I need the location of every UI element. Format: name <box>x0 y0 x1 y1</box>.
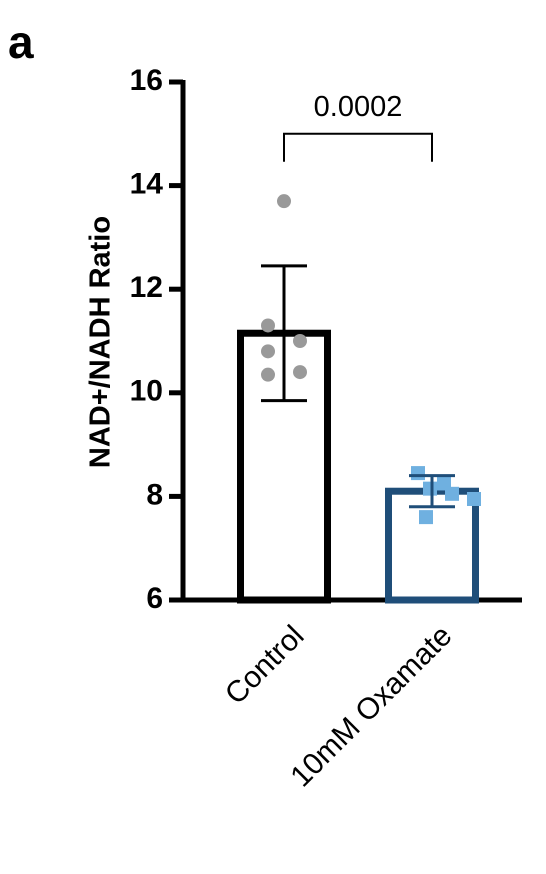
data-point <box>419 510 433 525</box>
y-tick-label: 10 <box>130 375 163 408</box>
panel-label: a <box>8 16 34 68</box>
data-point <box>467 491 481 506</box>
y-tick-label: 12 <box>130 271 163 304</box>
data-point <box>261 318 275 333</box>
data-point <box>293 334 307 348</box>
data-point <box>277 194 291 209</box>
data-point <box>423 481 437 496</box>
x-category-label: 10mM Oxamate <box>284 619 458 793</box>
y-tick-label: 6 <box>146 582 163 615</box>
significance-p-value: 0.0002 <box>314 91 403 123</box>
data-point <box>261 367 275 382</box>
y-axis-label: NAD+/NADH Ratio <box>85 216 117 468</box>
data-point <box>293 365 307 380</box>
y-tick-label: 14 <box>130 168 164 201</box>
y-tick-label: 16 <box>130 64 163 97</box>
data-point <box>445 486 459 501</box>
x-category-label: Control <box>219 619 311 711</box>
data-point <box>261 344 275 359</box>
data-point <box>411 466 425 481</box>
y-tick-label: 8 <box>146 478 163 511</box>
significance-bracket <box>283 132 433 162</box>
